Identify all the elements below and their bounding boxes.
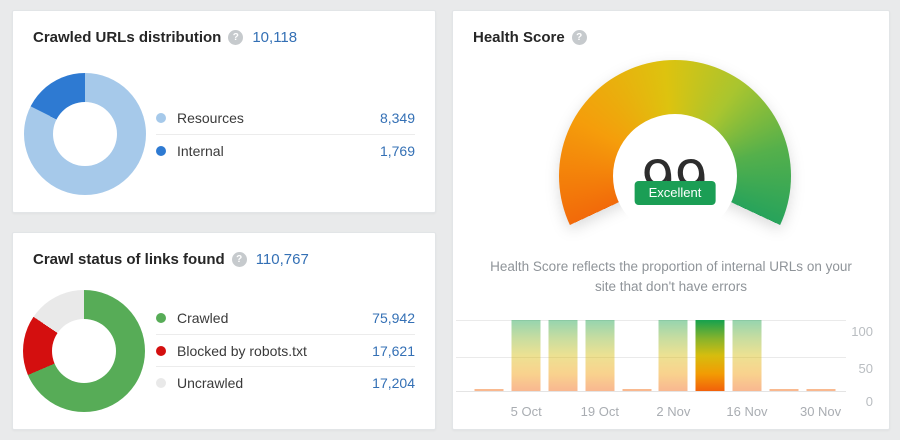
uncrawled-dot-icon <box>156 377 166 388</box>
card-title: Crawl status of links found <box>33 251 225 268</box>
history-bar-slot[interactable] <box>618 320 655 391</box>
help-icon[interactable]: ? <box>231 252 247 267</box>
legend-row-internal[interactable]: Internal 1,769 <box>156 134 415 166</box>
legend: Crawled 75,942 Blocked by robots.txt 17,… <box>156 302 415 398</box>
legend-value[interactable]: 1,769 <box>379 142 415 159</box>
total-count[interactable]: 110,767 <box>255 251 309 268</box>
x-axis-label: 19 Oct <box>580 404 619 419</box>
crawled-urls-donut-chart[interactable] <box>24 73 146 195</box>
health-score-gauge: 99 <box>559 60 791 292</box>
legend-value[interactable]: 17,204 <box>372 374 415 391</box>
history-bar[interactable] <box>695 320 725 391</box>
history-bar[interactable] <box>806 389 836 391</box>
history-bar-slot[interactable] <box>765 320 802 391</box>
card-header: Health Score ? <box>453 11 889 46</box>
history-bar[interactable] <box>622 389 652 391</box>
health-score-card: Health Score ? 99 Excellent Health Score… <box>452 10 890 430</box>
card-title: Health Score <box>473 29 565 46</box>
x-axis-label: 2 Nov <box>656 404 691 419</box>
gridline-50 <box>456 357 846 358</box>
history-bar[interactable] <box>658 320 688 391</box>
help-icon[interactable]: ? <box>571 30 587 45</box>
y-axis-tick-100: 100 <box>851 324 873 339</box>
legend-value[interactable]: 8,349 <box>379 110 415 126</box>
card-header: Crawl status of links found ? 110,767 <box>13 233 435 268</box>
donut-hole <box>53 102 117 166</box>
y-axis-tick-0: 0 <box>865 394 873 409</box>
history-bar[interactable] <box>548 320 578 391</box>
history-bar-slot[interactable]: 19 Oct <box>581 320 619 419</box>
legend-label: Crawled <box>177 310 229 326</box>
x-axis-label: 5 Oct <box>510 404 542 419</box>
history-bar-slot[interactable]: 2 Nov <box>655 320 692 419</box>
legend-label: Resources <box>177 110 244 126</box>
legend-value[interactable]: 17,621 <box>372 342 415 359</box>
gridline-0 <box>456 391 846 392</box>
history-bar-slot[interactable] <box>471 320 508 391</box>
rating-badge: Excellent <box>634 181 716 205</box>
history-bar-slot[interactable]: 30 Nov <box>800 320 841 419</box>
card-title: Crawled URLs distribution <box>33 29 222 46</box>
history-bar[interactable] <box>511 320 541 391</box>
health-score-description: Health Score reflects the proportion of … <box>490 259 852 294</box>
legend-label: Blocked by robots.txt <box>177 342 307 359</box>
history-bar-slot[interactable] <box>545 320 582 391</box>
legend: Resources 8,349 Internal 1,769 <box>156 102 415 166</box>
legend-row-crawled[interactable]: Crawled 75,942 <box>156 302 415 334</box>
resources-dot-icon <box>156 113 166 123</box>
legend-label: Internal <box>177 142 224 159</box>
history-bar[interactable] <box>732 320 762 391</box>
legend-row-uncrawled[interactable]: Uncrawled 17,204 <box>156 366 415 398</box>
history-bar-slot[interactable]: 5 Oct <box>508 320 545 419</box>
history-bar[interactable] <box>474 389 504 391</box>
crawl-status-donut-chart[interactable] <box>23 290 145 412</box>
donut-hole <box>52 319 116 383</box>
y-axis-tick-50: 50 <box>858 361 873 376</box>
health-score-history-chart: 5 Oct 19 Oct 2 Nov 16 Nov 30 Nov <box>471 320 841 419</box>
legend-value[interactable]: 75,942 <box>372 310 415 326</box>
history-bar-slot[interactable] <box>692 320 729 391</box>
history-bar-slot[interactable]: 16 Nov <box>726 320 768 419</box>
help-icon[interactable]: ? <box>228 30 244 45</box>
crawled-dot-icon <box>156 313 166 323</box>
crawl-status-card: Crawl status of links found ? 110,767 Cr… <box>12 232 436 430</box>
legend-label: Uncrawled <box>177 374 244 391</box>
total-count[interactable]: 10,118 <box>252 29 298 46</box>
legend-row-blocked[interactable]: Blocked by robots.txt 17,621 <box>156 334 415 366</box>
card-header: Crawled URLs distribution ? 10,118 <box>13 11 435 46</box>
x-axis-label: 30 Nov <box>799 404 842 419</box>
x-axis-label: 16 Nov <box>726 404 768 419</box>
crawled-urls-distribution-card: Crawled URLs distribution ? 10,118 Resou… <box>12 10 436 213</box>
gridline-100 <box>456 320 846 321</box>
blocked-dot-icon <box>156 345 166 356</box>
history-bar[interactable] <box>769 389 799 391</box>
internal-dot-icon <box>156 145 166 156</box>
legend-row-resources[interactable]: Resources 8,349 <box>156 102 415 134</box>
history-bar[interactable] <box>585 320 615 391</box>
gauge-center: 99 <box>613 114 737 238</box>
